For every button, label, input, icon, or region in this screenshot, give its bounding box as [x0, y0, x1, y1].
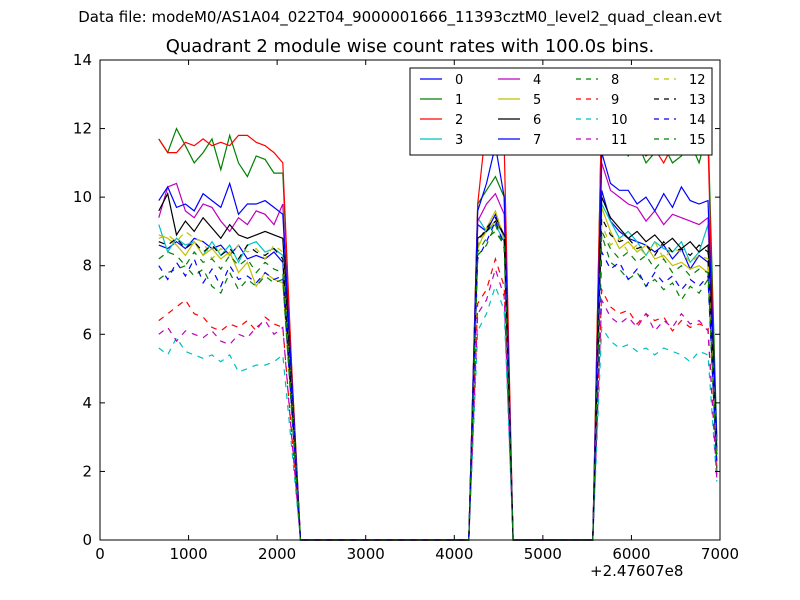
x-tick-label: 3000 [347, 545, 385, 563]
series-line-0 [158, 190, 718, 541]
x-tick-label: 5000 [524, 545, 562, 563]
x-offset-label: +2.47607e8 [590, 562, 684, 580]
x-tick-label: 1000 [169, 545, 207, 563]
legend-label-6: 6 [533, 113, 541, 128]
x-tick-label: 4000 [435, 545, 473, 563]
y-tick-label: 0 [82, 531, 92, 549]
legend-label-11: 11 [611, 133, 628, 148]
series-line-14 [158, 219, 718, 541]
y-tick-label: 10 [73, 188, 92, 206]
series-line-7 [158, 145, 718, 541]
y-tick-label: 6 [82, 325, 92, 343]
series-line-13 [158, 216, 718, 541]
plot-frame [99, 59, 721, 541]
y-tick-label: 8 [82, 257, 92, 275]
legend-label-13: 13 [689, 93, 706, 108]
chart-title: Quadrant 2 module wise count rates with … [165, 36, 655, 57]
legend-box [409, 67, 713, 156]
legend-label-7: 7 [533, 133, 541, 148]
legend-label-12: 12 [689, 73, 706, 88]
legend-label-4: 4 [533, 73, 541, 88]
y-tick-label: 4 [82, 394, 92, 412]
series-layer [158, 107, 718, 541]
y-tick-label: 2 [82, 462, 92, 480]
legend-label-5: 5 [533, 93, 541, 108]
x-tick-label: 6000 [612, 545, 650, 563]
legend-label-9: 9 [611, 93, 619, 108]
series-line-3 [158, 203, 718, 541]
series-line-4 [158, 162, 718, 541]
data-file-title: Data file: modeM0/AS1A04_022T04_90000016… [78, 8, 722, 26]
legend-label-14: 14 [689, 113, 706, 128]
series-line-9 [158, 256, 718, 541]
series-line-6 [158, 191, 718, 541]
series-line-15 [158, 230, 718, 541]
y-tick-label: 12 [73, 120, 92, 138]
legend-label-8: 8 [611, 73, 619, 88]
y-tick-label: 14 [73, 51, 92, 69]
legend-label-2: 2 [455, 113, 463, 128]
series-line-8 [158, 222, 718, 541]
series-line-11 [158, 267, 718, 541]
legend-label-1: 1 [455, 93, 463, 108]
x-tick-label: 0 [95, 545, 105, 563]
legend-label-0: 0 [455, 73, 463, 88]
legend-label-10: 10 [611, 113, 628, 128]
x-tick-label: 7000 [701, 545, 739, 563]
legend-label-15: 15 [689, 133, 706, 148]
series-line-12 [158, 220, 718, 541]
legend-label-3: 3 [455, 133, 463, 148]
series-line-10 [158, 284, 718, 541]
x-tick-label: 2000 [258, 545, 296, 563]
